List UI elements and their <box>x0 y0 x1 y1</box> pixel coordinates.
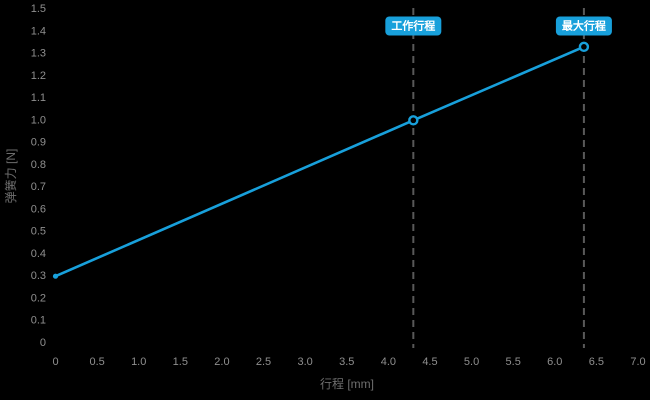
y-tick-label: 1.4 <box>31 25 46 37</box>
x-tick-label: 0.5 <box>89 356 104 368</box>
x-tick-label: 4.5 <box>422 356 437 368</box>
x-tick-label: 5.5 <box>506 356 521 368</box>
x-tick-label: 6.0 <box>547 356 562 368</box>
x-axis-label: 行程 [mm] <box>320 376 374 391</box>
y-tick-label: 0.8 <box>31 159 46 171</box>
y-tick-label: 1.2 <box>31 70 46 82</box>
x-tick-label: 4.0 <box>381 356 396 368</box>
data-point-open-circle <box>408 115 419 126</box>
y-tick-label: 1.1 <box>31 92 46 104</box>
x-tick-label: 3.5 <box>339 356 354 368</box>
x-tick-label: 2.0 <box>214 356 229 368</box>
y-tick-label: 0.6 <box>31 203 46 215</box>
data-point-open-circle <box>578 41 590 53</box>
y-tick-label: 0.2 <box>31 292 46 304</box>
data-point-dot <box>52 273 59 279</box>
x-tick-label: 1.5 <box>173 356 188 368</box>
stroke-annotation-badge-label: 工作行程 <box>391 19 435 33</box>
x-tick-label: 7.0 <box>630 356 645 368</box>
y-axis-label: 弹簧力 [N] <box>3 149 18 204</box>
x-tick-label: 5.0 <box>464 356 479 368</box>
y-tick-label: 1.0 <box>31 114 46 126</box>
y-tick-label: 0.3 <box>31 270 46 282</box>
y-tick-label: 1.5 <box>31 3 46 15</box>
y-tick-label: 0.9 <box>31 137 46 149</box>
y-tick-label: 0.4 <box>31 248 46 260</box>
spring-force-line <box>54 45 585 278</box>
y-tick-label: 0 <box>40 337 46 349</box>
y-tick-label: 1.3 <box>31 48 46 60</box>
x-tick-label: 3.0 <box>297 356 312 368</box>
stroke-annotation-badge-label: 最大行程 <box>562 19 606 33</box>
chart-layers: 0 0.5 1.0 1.5 2.0 2.5 3.0 3.5 4.0 4.5 5.0 5.5 6.0 6.5… <box>31 3 646 368</box>
y-tick-label: 0.5 <box>31 226 46 238</box>
x-tick-label: 0 <box>52 356 58 368</box>
stroke-annotation-badge <box>385 16 442 36</box>
x-tick-label: 1.0 <box>131 356 146 368</box>
y-tick-label: 0.7 <box>31 181 46 193</box>
x-tick-label: 2.5 <box>256 356 271 368</box>
stroke-annotation-badge <box>555 16 612 36</box>
x-tick-label: 6.5 <box>589 356 604 368</box>
y-tick-label: 0.1 <box>31 315 46 327</box>
